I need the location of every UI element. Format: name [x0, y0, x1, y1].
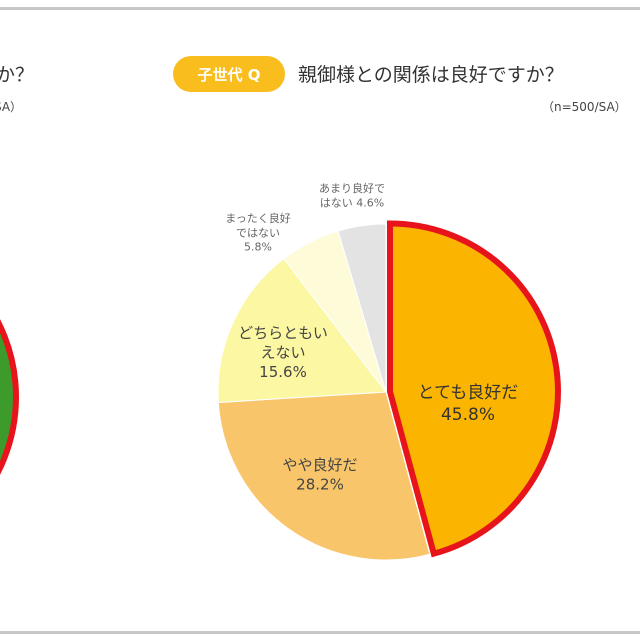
slice-label: まったく良好ではない 5.8% — [225, 211, 291, 254]
frame-bottom — [0, 631, 640, 634]
left-chart-title-fragment: か？ — [0, 64, 35, 86]
sample-note: （n=500/SA） — [542, 100, 627, 114]
pie-slice — [337, 223, 387, 393]
frame-top — [0, 7, 640, 10]
pie-slice — [217, 257, 387, 404]
left-pie-partial — [0, 319, 19, 475]
pie-slice — [217, 391, 431, 561]
slice-label: とても良好だ 45.8% — [418, 383, 519, 425]
slice-label: どちらともいえない 15.6% — [238, 324, 328, 381]
question-title: 親御様との関係は良好ですか？ — [298, 64, 564, 86]
pie-slice — [386, 220, 561, 558]
child-generation-badge: 子世代 Q — [173, 56, 285, 92]
slice-label: あまり良好ではない 4.6% — [319, 181, 385, 209]
slice-label: やや良好だ 28.2% — [282, 456, 357, 494]
left-chart-note-fragment: SA） — [0, 100, 23, 114]
